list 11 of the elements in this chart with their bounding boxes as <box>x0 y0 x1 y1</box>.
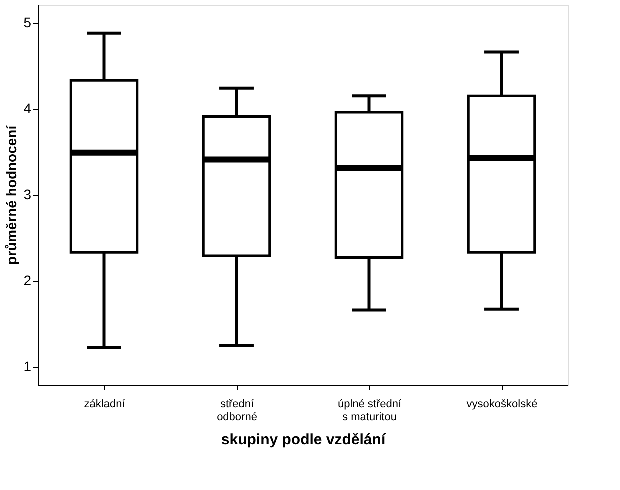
y-tick-label: 5 <box>24 14 32 31</box>
y-tick-label: 4 <box>24 100 32 117</box>
y-tick-label: 3 <box>24 186 32 202</box>
y-axis-title: průměrné hodnocení <box>4 124 20 266</box>
x-tick-label: základní <box>84 398 126 410</box>
y-tick-label: 2 <box>24 272 32 288</box>
x-tick-label: střední odborné <box>217 398 258 424</box>
y-tick-label: 1 <box>24 358 32 374</box>
x-tick-label: úplné střední s maturitou <box>338 398 402 424</box>
x-axis-title: skupiny podle vzdělání <box>221 432 386 448</box>
x-tick-label: vysokoškolské <box>466 398 538 410</box>
